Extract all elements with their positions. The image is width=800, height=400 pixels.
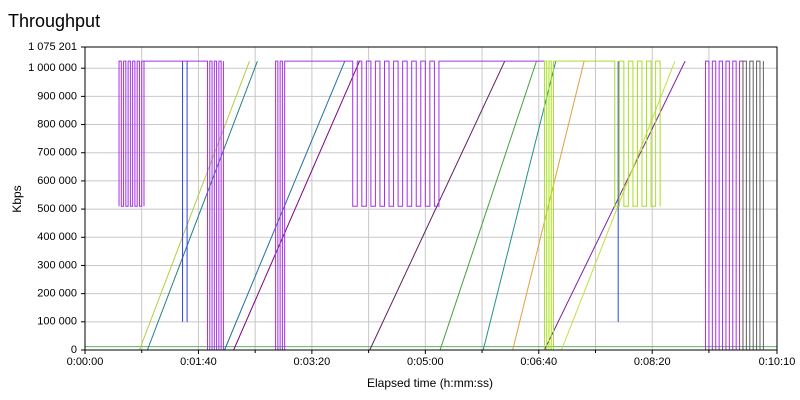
y-tick-label: 100 000 — [37, 316, 77, 328]
y-tick-label: 800 000 — [37, 118, 77, 130]
series-line — [369, 60, 506, 351]
x-tick-label: 0:10:10 — [759, 356, 796, 368]
y-tick-label: 300 000 — [37, 259, 77, 271]
x-tick-label: 0:03:20 — [294, 356, 331, 368]
series-line — [543, 60, 661, 351]
y-tick-label: 600 000 — [37, 175, 77, 187]
y-tick-label: 500 000 — [37, 203, 77, 215]
series-line — [146, 60, 258, 351]
series-line — [742, 60, 764, 351]
x-tick-label: 0:00:00 — [67, 356, 104, 368]
y-tick-label: 1 075 201 — [28, 41, 77, 53]
x-tick-label: 0:08:20 — [634, 356, 671, 368]
x-tick-label: 0:06:40 — [520, 356, 557, 368]
series-line — [138, 60, 250, 351]
y-tick-label: 1 000 000 — [28, 62, 77, 74]
series-line — [512, 61, 585, 351]
series-line — [233, 60, 360, 351]
y-tick-label: 200 000 — [37, 288, 77, 300]
y-tick-label: 0 — [71, 344, 77, 356]
y-tick-label: 400 000 — [37, 231, 77, 243]
plot-border — [84, 46, 778, 351]
chart-title: Throughput — [8, 11, 100, 31]
x-tick-label: 0:05:00 — [407, 356, 444, 368]
x-tick-label: 0:01:40 — [180, 356, 217, 368]
y-tick-label: 900 000 — [37, 90, 77, 102]
y-tick-label: 700 000 — [37, 147, 77, 159]
series-line — [275, 60, 545, 351]
series-line — [482, 61, 557, 351]
series-line — [439, 60, 537, 351]
x-axis-label: Elapsed time (h:mm:ss) — [367, 376, 493, 390]
series-line — [118, 60, 224, 351]
y-axis-label: Kbps — [10, 185, 24, 212]
